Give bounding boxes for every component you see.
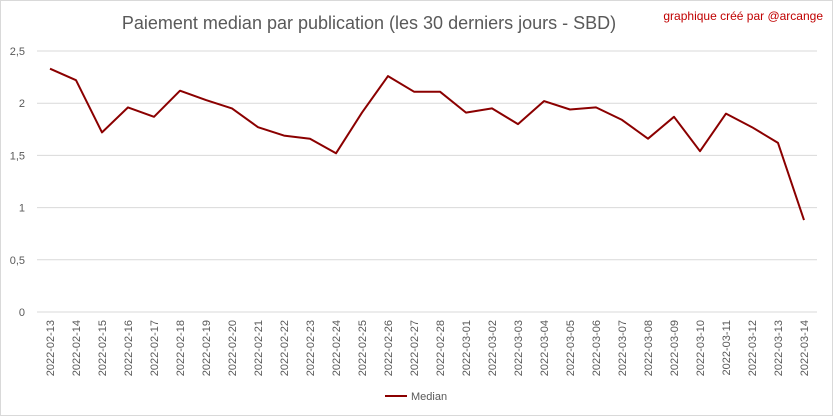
x-tick-label: 2022-03-09 <box>669 320 681 376</box>
x-tick-label: 2022-02-19 <box>201 320 213 376</box>
x-tick-label: 2022-03-14 <box>799 320 811 376</box>
y-tick-label: 0,5 <box>10 255 25 267</box>
x-tick-label: 2022-02-22 <box>279 320 291 376</box>
data-point <box>48 67 52 71</box>
x-tick-label: 2022-02-18 <box>175 320 187 376</box>
x-tick-label: 2022-02-24 <box>331 320 343 376</box>
x-axis-ticks: 2022-02-13 2022-02-14 2022-02-15 2022-02-16… <box>45 320 811 376</box>
y-axis-ticks: 0 0,5 1 1,5 2 2,5 <box>10 46 25 319</box>
x-tick-label: 2022-02-20 <box>227 320 239 376</box>
data-point <box>386 74 390 78</box>
x-tick-label: 2022-02-17 <box>149 320 161 376</box>
data-point <box>282 134 286 138</box>
x-tick-label: 2022-03-05 <box>565 320 577 376</box>
x-tick-label: 2022-02-28 <box>435 320 447 376</box>
x-tick-label: 2022-03-02 <box>487 320 499 376</box>
legend-label-median: Median <box>411 391 447 403</box>
y-tick-label: 0 <box>19 307 25 319</box>
data-point <box>126 105 130 109</box>
chart-credit: graphique créé par @arcange <box>663 9 823 23</box>
y-tick-label: 2,5 <box>10 46 25 58</box>
data-point <box>204 98 208 102</box>
x-tick-label: 2022-02-25 <box>357 320 369 376</box>
data-point <box>802 218 806 222</box>
data-point <box>100 130 104 134</box>
data-point <box>230 106 234 110</box>
x-tick-label: 2022-02-27 <box>409 320 421 376</box>
x-tick-label: 2022-03-13 <box>773 320 785 376</box>
data-point <box>776 141 780 145</box>
data-point <box>438 90 442 94</box>
x-tick-label: 2022-02-16 <box>123 320 135 376</box>
data-point <box>178 89 182 93</box>
data-point <box>542 99 546 103</box>
x-tick-label: 2022-03-08 <box>643 320 655 376</box>
y-tick-label: 1 <box>19 203 25 215</box>
data-point <box>620 118 624 122</box>
data-point <box>74 78 78 82</box>
x-tick-label: 2022-02-23 <box>305 320 317 376</box>
data-point <box>646 137 650 141</box>
x-tick-label: 2022-03-04 <box>539 320 551 376</box>
x-tick-label: 2022-03-01 <box>461 320 473 376</box>
data-point <box>334 151 338 155</box>
data-point <box>412 90 416 94</box>
series-line-median <box>49 67 805 221</box>
data-point <box>568 107 572 111</box>
x-tick-label: 2022-03-03 <box>513 320 525 376</box>
data-point <box>360 111 364 115</box>
data-point <box>594 105 598 109</box>
x-tick-label: 2022-02-21 <box>253 320 265 376</box>
y-tick-label: 1,5 <box>10 150 25 162</box>
data-point <box>308 137 312 141</box>
x-tick-label: 2022-02-15 <box>97 320 109 376</box>
data-point <box>256 125 260 129</box>
gridlines <box>37 50 817 313</box>
data-point <box>516 122 520 126</box>
data-point <box>464 111 468 115</box>
x-tick-label: 2022-03-11 <box>721 320 733 375</box>
chart-title: Paiement median par publication (les 30 … <box>122 13 616 33</box>
y-tick-label: 2 <box>19 98 25 110</box>
data-point <box>672 115 676 119</box>
x-tick-label: 2022-03-07 <box>617 320 629 376</box>
x-tick-label: 2022-02-26 <box>383 320 395 376</box>
data-point <box>750 125 754 129</box>
x-tick-label: 2022-03-12 <box>747 320 759 376</box>
series-layer <box>48 67 806 222</box>
data-point <box>490 106 494 110</box>
data-point <box>724 112 728 116</box>
x-tick-label: 2022-02-14 <box>71 320 83 376</box>
x-tick-label: 2022-03-10 <box>695 320 707 376</box>
data-point <box>152 115 156 119</box>
x-tick-label: 2022-02-13 <box>45 320 57 376</box>
x-tick-label: 2022-03-06 <box>591 320 603 376</box>
legend: Median <box>385 391 447 403</box>
data-point <box>698 149 702 153</box>
